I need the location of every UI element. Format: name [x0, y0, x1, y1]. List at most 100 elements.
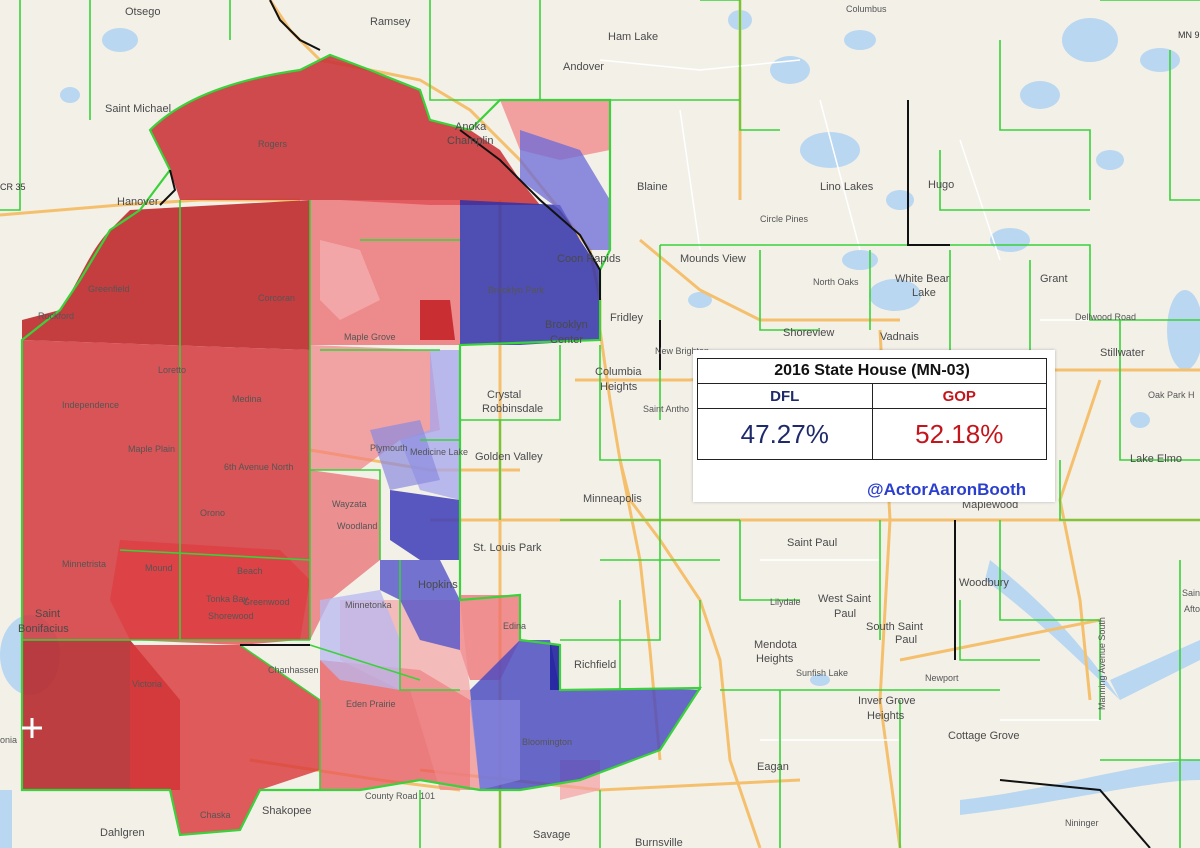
dfl-label: DFL: [697, 383, 873, 409]
label-crystal: Crystal: [487, 389, 521, 401]
label-champlin: Champlin: [447, 135, 493, 147]
label-hugo: Hugo: [928, 179, 954, 191]
label-rogers: Rogers: [258, 139, 288, 149]
label-woodland: Woodland: [337, 521, 377, 531]
label-west-saint-paul: Paul: [834, 608, 856, 620]
label-maple-grove: Maple Grove: [344, 332, 396, 342]
label-columbus: Columbus: [846, 4, 887, 14]
label-shoreview: Shoreview: [783, 327, 834, 339]
label-otsego: Otsego: [125, 6, 160, 18]
label-beach: Beach: [237, 566, 263, 576]
label-victoria: Victoria: [132, 679, 162, 689]
label-circle-pines: Circle Pines: [760, 214, 809, 224]
label-independence: Independence: [62, 400, 119, 410]
label-orono: Orono: [200, 508, 225, 518]
label-dellwood-road: Dellwood Road: [1075, 312, 1136, 322]
county-lines: [159, 0, 1151, 848]
label-6th-avenue-north: 6th Avenue North: [224, 462, 293, 472]
label-maple-plain: Maple Plain: [128, 444, 175, 454]
label-ramsey: Ramsey: [370, 16, 411, 28]
place-labels: Otsego Ramsey Ham Lake Columbus Andover …: [0, 4, 1200, 848]
label-brooklyn-center: Center: [550, 334, 583, 346]
label-dahlgren: Dahlgren: [100, 827, 145, 839]
label-eagan: Eagan: [757, 761, 789, 773]
label-cr-35: CR 35: [0, 182, 26, 192]
label-white-bear: White Bear: [895, 273, 950, 285]
label-burnsville: Burnsville: [635, 837, 683, 848]
label-south-saint-paul: Paul: [895, 634, 917, 646]
label-rockford: Rockford: [38, 311, 74, 321]
label-woodbury: Woodbury: [959, 577, 1009, 589]
label-cottage-grove: Cottage Grove: [948, 730, 1020, 742]
results-table: 2016 State House (MN-03) DFL GOP 47.27% …: [697, 358, 1047, 460]
label-saint: Saint: [35, 608, 60, 620]
label-coon-rapids: Coon Rapids: [557, 253, 621, 265]
label-greenwood: Greenwood: [243, 597, 290, 607]
gop-label: GOP: [871, 383, 1047, 409]
label-loretto: Loretto: [158, 365, 186, 375]
label-sunfish-lake: Sunfish Lake: [796, 668, 848, 678]
label-west-saint: West Saint: [818, 593, 871, 605]
label-mendota: Mendota: [754, 639, 798, 651]
label-oak-park-heights: Oak Park H: [1148, 390, 1195, 400]
label-anoka: Anoka: [455, 121, 487, 133]
label-greenfield: Greenfield: [88, 284, 130, 294]
label-st-louis-park: St. Louis Park: [473, 542, 542, 554]
gop-precincts: [22, 55, 610, 835]
label-bloomington: Bloomington: [522, 737, 572, 747]
label-manning-avenue-south: Manning Avenue South: [1097, 617, 1107, 710]
label-lilydale: Lilydale: [770, 597, 801, 607]
label-plymouth: Plymouth: [370, 443, 408, 453]
label-saint-bonifacius: Bonifacius: [18, 623, 69, 635]
label-mounds-view: Mounds View: [680, 253, 746, 265]
pan-cursor-icon: [22, 718, 42, 738]
label-minnetonka: Minnetonka: [345, 600, 392, 610]
label-chanhassen: Chanhassen: [268, 665, 319, 675]
label-ham-lake: Ham Lake: [608, 31, 658, 43]
label-inver-grove: Inver Grove: [858, 695, 915, 707]
dfl-percentage: 47.27%: [697, 408, 873, 460]
label-shorewood: Shorewood: [208, 611, 254, 621]
label-columbia-heights: Heights: [600, 381, 638, 393]
label-tonka-bay: Tonka Bay: [206, 594, 249, 604]
label-corcoran: Corcoran: [258, 293, 295, 303]
label-county-road-101: County Road 101: [365, 791, 435, 801]
label-minnetrista: Minnetrista: [62, 559, 106, 569]
label-saint-east: Saint: [1182, 588, 1200, 598]
label-golden-valley: Golden Valley: [475, 451, 543, 463]
label-grant: Grant: [1040, 273, 1068, 285]
label-savage: Savage: [533, 829, 570, 841]
label-andover: Andover: [563, 61, 604, 73]
label-south-saint: South Saint: [866, 621, 923, 633]
gop-percentage: 52.18%: [871, 408, 1047, 460]
label-blaine: Blaine: [637, 181, 668, 193]
label-mendota-heights: Heights: [756, 653, 794, 665]
label-newport: Newport: [925, 673, 959, 683]
label-edina: Edina: [503, 621, 526, 631]
label-eden-prairie: Eden Prairie: [346, 699, 396, 709]
dfl-precincts: [320, 130, 700, 790]
label-vadnais: Vadnais: [880, 331, 919, 343]
label-hopkins: Hopkins: [418, 579, 458, 591]
label-lake-elmo: Lake Elmo: [1130, 453, 1182, 465]
label-columbia: Columbia: [595, 366, 642, 378]
label-nininger: Nininger: [1065, 818, 1099, 828]
label-afton: Afto: [1184, 604, 1200, 614]
label-north-oaks: North Oaks: [813, 277, 859, 287]
label-mn-97: MN 97: [1178, 30, 1200, 40]
label-lino-lakes: Lino Lakes: [820, 181, 874, 193]
label-medicine-lake: Medicine Lake: [410, 447, 468, 457]
label-white-bear-lake: Lake: [912, 287, 936, 299]
label-maplewood: Maplewood: [962, 499, 1018, 511]
label-cologne: onia: [0, 735, 17, 745]
author-credit: @ActorAaronBooth: [867, 480, 1027, 499]
label-mound: Mound: [145, 563, 173, 573]
label-brooklyn: Brooklyn: [545, 319, 588, 331]
results-title: 2016 State House (MN-03): [697, 358, 1047, 384]
label-fridley: Fridley: [610, 312, 644, 324]
label-brooklyn-park: Brooklyn Park: [488, 285, 545, 295]
label-medina: Medina: [232, 394, 262, 404]
label-stillwater: Stillwater: [1100, 347, 1145, 359]
label-hanover: Hanover: [117, 196, 159, 208]
